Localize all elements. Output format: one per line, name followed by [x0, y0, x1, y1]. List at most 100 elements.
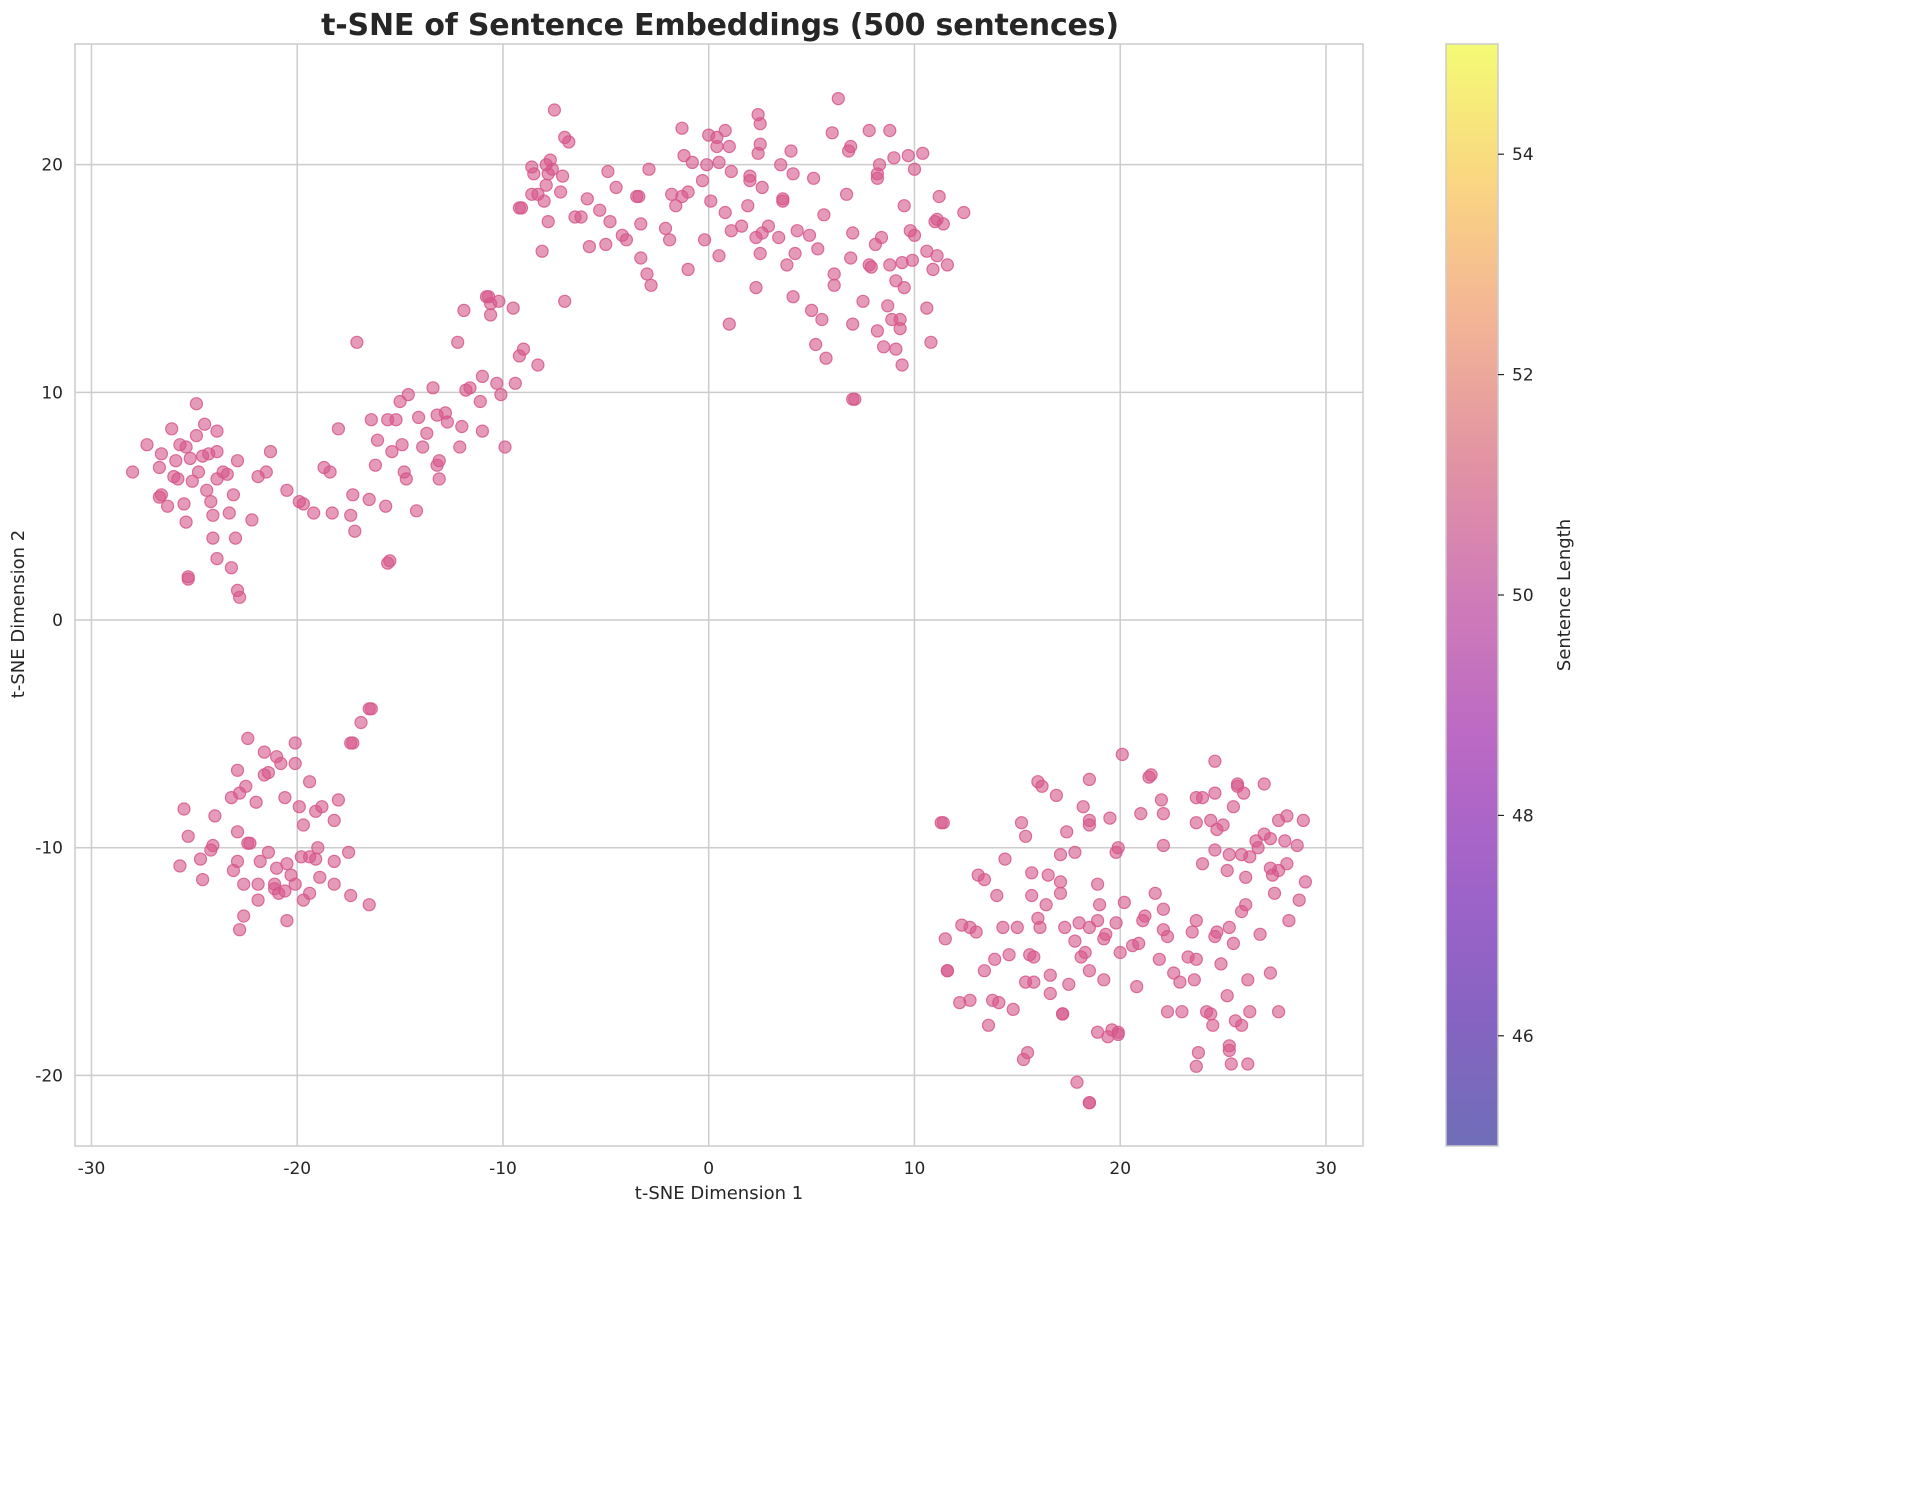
data-point [609, 180, 623, 194]
data-point [749, 281, 763, 295]
data-point [126, 465, 140, 479]
data-point [582, 240, 597, 254]
data-point [1090, 877, 1105, 891]
data-point [924, 335, 938, 349]
data-point [819, 351, 833, 365]
data-point [1220, 863, 1234, 878]
data-point [492, 294, 506, 308]
data-point [508, 376, 522, 390]
data-point [1222, 1043, 1236, 1058]
data-point [210, 445, 224, 459]
data-point [1148, 886, 1162, 900]
data-point [249, 795, 263, 809]
data-point [516, 342, 531, 356]
data-point [802, 228, 817, 242]
data-point [208, 809, 222, 823]
data-point [1070, 1075, 1084, 1089]
data-point [675, 121, 689, 135]
data-point [1271, 1005, 1286, 1019]
data-point [177, 497, 191, 511]
data-point [722, 317, 736, 331]
data-point [230, 825, 245, 839]
data-point [1020, 1045, 1035, 1060]
data-point [788, 246, 802, 261]
data-point [704, 194, 718, 208]
data-point [574, 210, 588, 224]
data-point [634, 217, 648, 231]
data-point [1043, 986, 1057, 1001]
data-point [1263, 831, 1278, 846]
data-point [901, 149, 915, 163]
data-point [263, 445, 278, 459]
data-point [1025, 866, 1039, 880]
data-point [325, 506, 339, 520]
colorbar [1445, 43, 1499, 1147]
data-point [346, 488, 360, 502]
data-point [718, 123, 732, 138]
data-point [1062, 977, 1076, 991]
data-point [364, 413, 378, 427]
data-point [1033, 920, 1047, 935]
data-point [938, 932, 952, 946]
data-point [1222, 847, 1236, 862]
data-point [1243, 850, 1257, 864]
data-point [484, 308, 498, 322]
x-tick-label: -20 [283, 1159, 311, 1179]
data-point [804, 303, 819, 317]
data-point [288, 736, 302, 750]
data-point [662, 233, 677, 247]
data-point [346, 736, 360, 750]
data-point [237, 877, 251, 891]
data-point [189, 397, 203, 411]
data-point [1111, 841, 1125, 855]
data-point [957, 205, 971, 220]
data-point [1039, 898, 1053, 912]
data-point [399, 472, 413, 486]
data-point [1226, 936, 1241, 951]
data-point [1241, 973, 1255, 987]
data-point [230, 454, 245, 468]
data-point [992, 995, 1006, 1010]
data-point [179, 440, 193, 454]
data-point [224, 790, 238, 805]
y-tick-label: 0 [52, 611, 63, 631]
data-point [494, 388, 508, 402]
data-point [990, 888, 1004, 903]
data-point [907, 228, 922, 242]
data-point [809, 337, 823, 352]
data-point [362, 492, 376, 506]
x-tick-label: -30 [78, 1159, 106, 1179]
data-point [385, 445, 399, 459]
data-point [342, 845, 356, 859]
data-point [712, 155, 726, 169]
data-point [640, 267, 654, 281]
data-point [697, 233, 712, 247]
data-point [872, 158, 887, 172]
data-point [1152, 952, 1166, 966]
data-point [165, 422, 179, 436]
data-point [296, 497, 310, 511]
data-point [1267, 886, 1282, 900]
x-tick-label: 20 [1109, 1159, 1131, 1179]
data-point [1002, 948, 1016, 962]
data-point [140, 438, 154, 452]
data-point [593, 203, 607, 217]
data-point [751, 146, 765, 160]
data-point [1156, 806, 1171, 821]
data-point [379, 499, 393, 513]
data-point [897, 199, 911, 213]
data-point [420, 426, 434, 440]
data-point [1298, 875, 1313, 889]
data-point [1117, 895, 1131, 910]
data-point [311, 841, 325, 855]
data-point [535, 244, 549, 258]
data-point [1189, 913, 1203, 928]
data-point [426, 381, 440, 395]
data-point [1251, 841, 1265, 855]
data-point [988, 952, 1002, 966]
data-point [173, 859, 187, 873]
data-point [261, 845, 275, 859]
data-point [926, 262, 940, 276]
data-point [895, 358, 909, 372]
data-point [475, 424, 489, 438]
